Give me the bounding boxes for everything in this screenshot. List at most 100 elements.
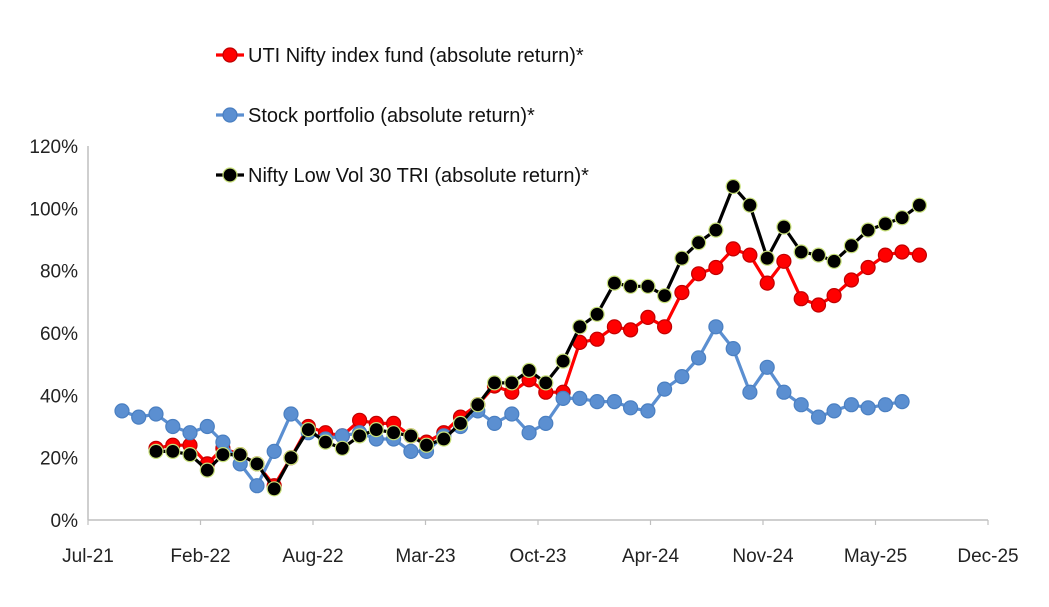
x-tick-labels: Jul-21 Feb-22 Aug-22 Mar-23 Oct-23 Apr-24 Nov-… (62, 520, 1019, 567)
data-point (249, 478, 265, 494)
data-point (911, 247, 928, 263)
x-tick-label: Jul-21 (62, 546, 114, 567)
data-point (182, 425, 198, 441)
legend: UTI Nifty index fund (absolute return)* S… (216, 45, 589, 187)
data-point (725, 178, 741, 195)
legend-item: UTI Nifty index fund (absolute return)* (216, 45, 584, 67)
data-point (640, 278, 656, 294)
data-point (640, 403, 656, 419)
data-point (674, 284, 690, 301)
data-point (486, 375, 503, 391)
series-1 (148, 241, 928, 494)
data-point (470, 397, 486, 413)
data-point (640, 309, 656, 325)
x-tick-label: May-25 (844, 546, 907, 567)
data-point (674, 250, 690, 266)
data-point (742, 197, 758, 213)
data-point (708, 319, 724, 335)
data-point (368, 422, 384, 438)
data-point (300, 422, 316, 438)
data-point (776, 219, 792, 235)
data-point (826, 288, 842, 304)
data-point (148, 443, 164, 459)
x-tick-label: Aug-22 (282, 546, 343, 567)
legend-swatch-marker (222, 167, 238, 183)
data-point (759, 250, 775, 266)
data-point (352, 428, 368, 444)
data-point (386, 425, 402, 441)
data-point (860, 400, 876, 416)
x-tick-label: Mar-23 (395, 546, 455, 567)
data-point (793, 244, 809, 260)
data-point (776, 384, 792, 400)
data-point (131, 409, 147, 425)
legend-item: Stock portfolio (absolute return)* (216, 105, 535, 127)
data-point (656, 288, 673, 304)
data-point (317, 434, 334, 450)
data-point (826, 403, 842, 419)
data-point (776, 253, 792, 269)
data-point (656, 381, 673, 397)
data-point (725, 241, 741, 257)
y-tick-label: 100% (29, 199, 78, 220)
data-point (283, 450, 299, 466)
data-point (165, 443, 181, 459)
series-2 (114, 319, 910, 494)
data-point (690, 235, 707, 251)
legend-label: Nifty Low Vol 30 TRI (absolute return)* (248, 165, 589, 187)
data-point (182, 447, 198, 463)
y-tick-label: 120% (29, 137, 78, 158)
series-3 (148, 178, 928, 497)
data-point (572, 319, 588, 335)
data-point (690, 350, 707, 366)
data-point (622, 278, 639, 294)
data-point (622, 400, 639, 416)
data-point (114, 403, 130, 419)
series-layer (114, 178, 928, 497)
data-point (793, 291, 809, 307)
data-point (656, 319, 673, 335)
data-point (877, 397, 894, 413)
x-tick-label: Dec-25 (957, 546, 1018, 567)
data-point (504, 406, 520, 422)
legend-item: Nifty Low Vol 30 TRI (absolute return)* (216, 165, 589, 187)
data-point (622, 322, 639, 338)
y-tick-label: 0% (51, 511, 79, 532)
data-point (742, 247, 758, 263)
data-point (759, 275, 775, 291)
data-point (708, 259, 724, 276)
data-point (266, 481, 282, 497)
data-point (606, 275, 623, 291)
data-point (521, 425, 537, 441)
x-tick-label: Feb-22 (170, 546, 230, 567)
data-point (418, 437, 435, 453)
y-tick-label: 40% (40, 386, 78, 407)
data-point (843, 397, 860, 413)
data-point (860, 222, 876, 238)
data-point (589, 394, 605, 410)
data-point (606, 394, 623, 410)
data-point (589, 331, 605, 347)
data-point (894, 244, 910, 260)
y-tick-label: 20% (40, 449, 78, 470)
data-point (572, 390, 588, 406)
data-point (215, 434, 231, 450)
series-line (156, 184, 921, 491)
data-point (894, 394, 910, 410)
x-tick-label: Oct-23 (509, 546, 566, 567)
data-point (403, 443, 419, 459)
data-point (725, 341, 741, 357)
data-point (504, 375, 520, 391)
data-point (199, 418, 215, 435)
data-point (877, 247, 894, 263)
data-point (249, 456, 265, 472)
data-point (674, 369, 690, 385)
data-point (606, 319, 623, 335)
data-point (708, 222, 724, 238)
data-point (911, 197, 928, 213)
data-point (810, 297, 827, 313)
legend-swatch-marker (222, 107, 238, 123)
data-point (877, 216, 894, 232)
